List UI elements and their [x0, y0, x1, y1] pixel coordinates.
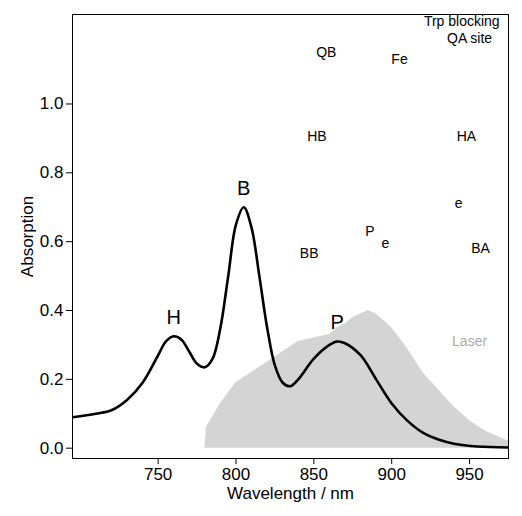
- svg-text:B: B: [237, 177, 250, 199]
- svg-text:QB: QB: [316, 44, 336, 60]
- svg-text:Absorption: Absorption: [18, 196, 37, 277]
- svg-text:e: e: [455, 195, 463, 211]
- svg-text:Fe: Fe: [391, 51, 408, 67]
- svg-text:0.2: 0.2: [40, 370, 64, 389]
- svg-text:750: 750: [144, 465, 172, 484]
- svg-text:Trp blocking: Trp blocking: [424, 13, 500, 29]
- svg-text:BB: BB: [300, 245, 319, 261]
- svg-text:H: H: [166, 306, 180, 328]
- svg-text:800: 800: [222, 465, 250, 484]
- svg-text:QA site: QA site: [447, 30, 492, 46]
- svg-text:950: 950: [455, 465, 483, 484]
- svg-text:850: 850: [300, 465, 328, 484]
- svg-text:900: 900: [378, 465, 406, 484]
- svg-text:P: P: [331, 311, 344, 333]
- svg-text:0.0: 0.0: [40, 439, 64, 458]
- svg-text:Laser: Laser: [452, 333, 487, 349]
- svg-text:P: P: [365, 223, 374, 239]
- svg-text:0.4: 0.4: [40, 301, 64, 320]
- svg-text:HA: HA: [457, 128, 477, 144]
- svg-text:e: e: [382, 235, 390, 251]
- svg-text:HB: HB: [307, 128, 326, 144]
- svg-text:0.6: 0.6: [40, 232, 64, 251]
- svg-text:0.8: 0.8: [40, 163, 64, 182]
- svg-text:BA: BA: [471, 240, 490, 256]
- svg-text:1.0: 1.0: [40, 94, 64, 113]
- svg-text:Wavelength / nm: Wavelength / nm: [227, 484, 354, 503]
